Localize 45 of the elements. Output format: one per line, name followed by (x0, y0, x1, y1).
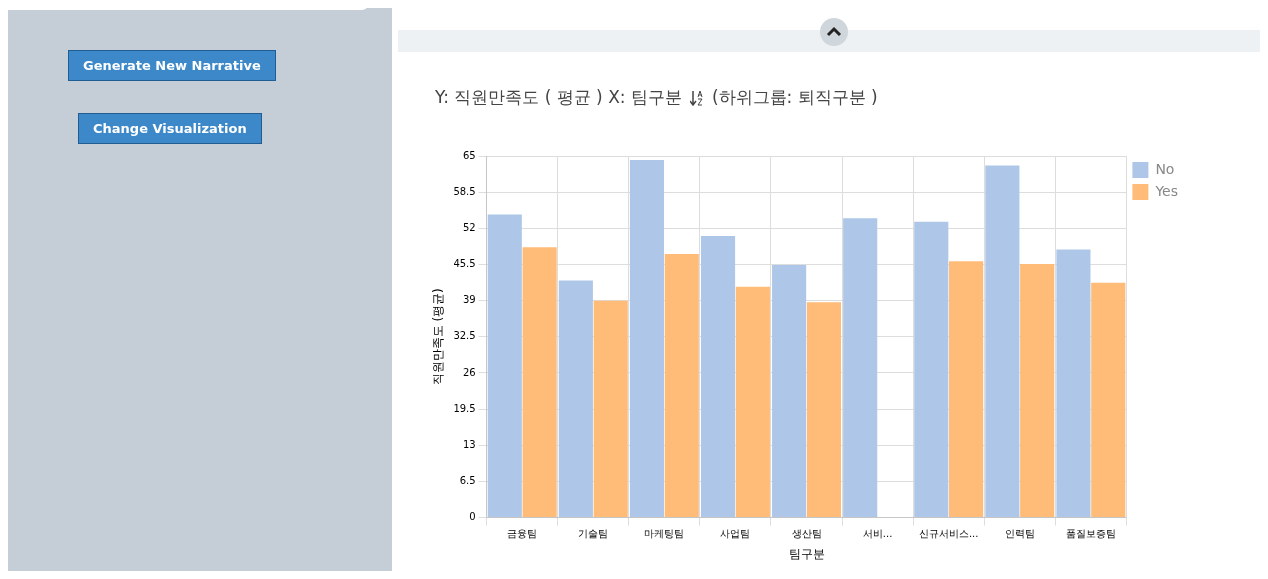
bar (1091, 282, 1126, 518)
bar (1020, 263, 1055, 518)
text: Generate New Narrative (68, 50, 276, 81)
bar (558, 280, 593, 518)
bar (487, 214, 522, 518)
y-tick-label: 13 (462, 438, 476, 450)
y-tick-label: 52 (462, 221, 476, 233)
x-tick-label: 마케팅팀 (644, 528, 685, 540)
x-tick-label: 서비... (862, 528, 893, 540)
text: Change Visualization (78, 113, 262, 144)
bar (664, 253, 699, 518)
bar (949, 261, 984, 518)
bar (629, 159, 665, 518)
x-tick-label: 신규서비스... (918, 528, 979, 540)
x-axis-title: 팀구분 (788, 546, 825, 561)
bar (593, 300, 628, 518)
legend-label: No (1155, 160, 1175, 177)
x-tick-label: 사업팀 (720, 528, 751, 540)
legend-label: Yes (1154, 182, 1179, 199)
chart-subtitle: (하위그룹: 퇴직구분 ) (711, 86, 878, 109)
chart-title: Y: 직원만족도 ( 평균 ) X: 팀구분 (435, 86, 682, 109)
y-tick-label: 39 (462, 294, 476, 306)
bar (700, 236, 736, 518)
y-tick-label: 58.5 (453, 185, 476, 197)
bar (735, 286, 770, 518)
y-tick-label: 0 (469, 511, 476, 523)
bar (772, 265, 807, 518)
bar (985, 165, 1020, 518)
y-tick-label: 19.5 (453, 402, 476, 414)
y-tick-label: 32.5 (453, 330, 476, 342)
x-tick-label: 생산팀 (791, 528, 822, 540)
y-tick-label: 26 (462, 366, 476, 378)
x-tick-label: 기술팀 (578, 528, 609, 540)
bar (806, 302, 842, 518)
x-tick-label: 인력팀 (1004, 528, 1035, 540)
y-tick-label: 6.5 (459, 475, 476, 487)
y-tick-label: 45.5 (453, 258, 476, 270)
bar (1056, 249, 1091, 518)
bar (843, 218, 878, 518)
bar (914, 221, 949, 518)
x-tick-label: 품질보증팀 (1065, 528, 1116, 540)
x-tick-label: 금융팀 (507, 528, 538, 540)
y-tick-label: 65 (462, 149, 476, 161)
y-axis-title: 직원만족도 (평균) (431, 288, 446, 386)
bar (522, 247, 557, 518)
